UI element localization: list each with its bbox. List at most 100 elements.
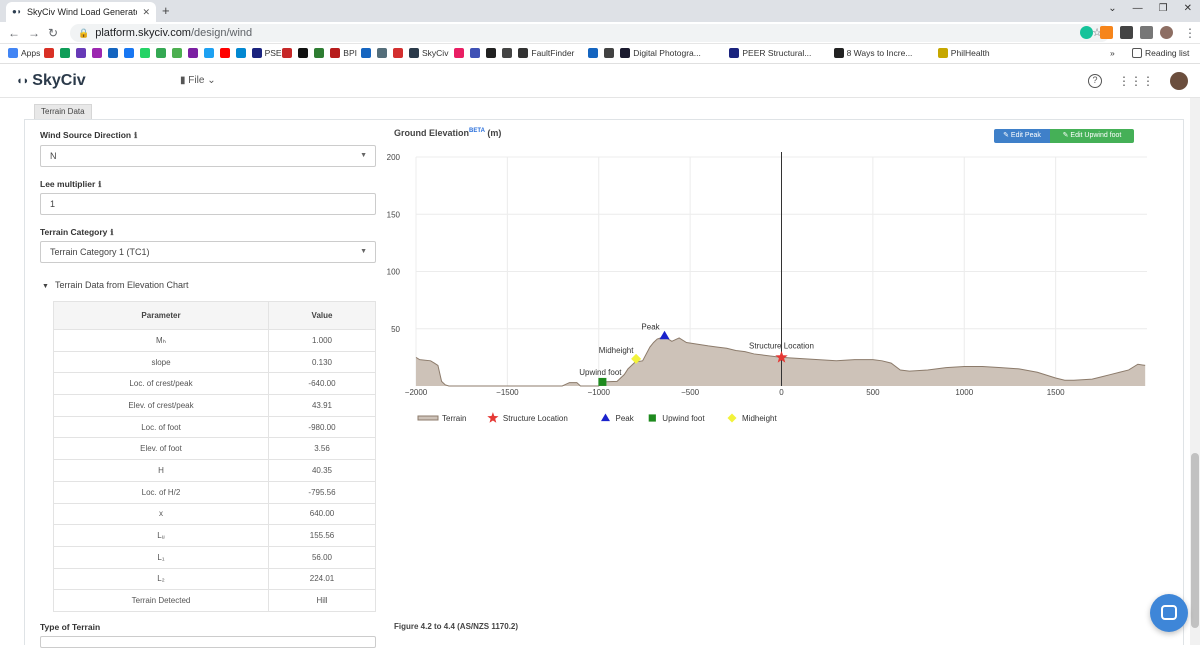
chart-title: Ground ElevationBETA (m) (394, 128, 501, 138)
bookmark-item[interactable] (235, 48, 246, 58)
terrain-data-section-toggle[interactable]: ▼ Terrain Data from Elevation Chart (42, 280, 189, 290)
forward-icon[interactable]: → (28, 26, 40, 40)
close-tab-icon[interactable]: ✕ (142, 6, 150, 17)
column-header-parameter: Parameter (53, 301, 269, 330)
bookmark-item[interactable] (470, 48, 481, 58)
bookmark-item[interactable] (361, 48, 371, 58)
bookmark-item[interactable]: Apps (8, 48, 40, 58)
back-icon[interactable]: ← (8, 26, 20, 40)
bookmark-label: BPI (343, 48, 357, 58)
type-of-terrain-select[interactable] (40, 636, 376, 648)
wind-source-direction-select[interactable]: N ▼ (40, 145, 376, 167)
parameter-cell: L₁ (53, 545, 269, 569)
bookmark-icon (729, 48, 740, 58)
info-icon[interactable]: ℹ (98, 180, 102, 189)
bookmark-item[interactable] (91, 48, 102, 58)
bookmark-item[interactable] (123, 48, 134, 58)
table-row: L₁ 56.00 (53, 545, 376, 569)
extension-icon[interactable] (1120, 26, 1133, 39)
apps-grid-icon[interactable]: ⋮⋮⋮ (1118, 74, 1154, 88)
bookmark-item[interactable] (282, 48, 293, 58)
bookmark-item[interactable]: FaultFinder (518, 48, 574, 58)
info-icon[interactable]: ℹ (134, 131, 138, 140)
edit-peak-button[interactable]: ✎ Edit Peak (994, 129, 1050, 143)
bookmark-item[interactable] (588, 48, 599, 58)
bookmark-item[interactable]: PhilHealth (937, 48, 990, 58)
bookmark-item[interactable] (171, 48, 182, 58)
bookmark-icon (361, 48, 371, 58)
minimize-icon[interactable]: — (1132, 3, 1143, 14)
puzzle-extensions-icon[interactable] (1140, 26, 1153, 39)
url-field[interactable]: 🔒 platform.skyciv.com/design/wind ☆ (70, 24, 1110, 42)
bookmark-item[interactable] (75, 48, 86, 58)
ground-elevation-chart[interactable]: 50 100 150 200 −2000 −1500 −1000 −500 0 500 1000 15… (380, 145, 1160, 435)
bookmark-item[interactable] (43, 48, 54, 58)
grammarly-extension-icon[interactable] (1080, 26, 1093, 39)
bookmark-item[interactable]: BPI (330, 48, 357, 58)
bookmark-item[interactable] (604, 48, 615, 58)
url-host: platform.skyciv.com (95, 27, 191, 39)
profile-icon[interactable] (1160, 26, 1173, 39)
info-icon[interactable]: ℹ (110, 228, 114, 237)
dropdown-caret-icon: ▼ (360, 152, 367, 159)
bookmark-item[interactable]: PSE (251, 48, 282, 58)
edit-foot-label: Edit Upwind foot (1070, 132, 1122, 139)
bookmark-item[interactable] (155, 48, 166, 58)
bookmark-item[interactable] (139, 48, 150, 58)
close-window-icon[interactable]: ✕ (1183, 3, 1192, 14)
parameter-cell: slope (53, 350, 269, 374)
bookmark-star-icon[interactable]: ☆ (1092, 27, 1102, 39)
x-tick-label: −500 (681, 388, 700, 397)
skyciv-logo[interactable]: ◖◗ SkyCiv (16, 72, 86, 90)
table-row: Loc. of foot -980.00 (53, 415, 376, 439)
metamask-extension-icon[interactable] (1100, 26, 1113, 39)
reading-list[interactable]: Reading list (1132, 48, 1189, 58)
tab-terrain-data[interactable]: Terrain Data (34, 104, 92, 119)
bookmark-item[interactable] (187, 48, 198, 58)
bookmark-item[interactable] (107, 48, 118, 58)
value-cell: 43.91 (268, 394, 376, 417)
bookmark-item[interactable] (314, 48, 325, 58)
bookmark-item[interactable] (502, 48, 513, 58)
bookmark-item[interactable]: PEER Structural... (729, 48, 811, 58)
table-row: Elev. of crest/peak 43.91 (53, 394, 376, 417)
value-cell: 224.01 (268, 567, 376, 591)
peak-marker (659, 330, 670, 340)
avatar[interactable] (1170, 72, 1188, 90)
terrain-category-select[interactable]: Terrain Category 1 (TC1) ▼ (40, 241, 376, 263)
help-icon[interactable]: ? (1088, 74, 1102, 88)
restore-icon[interactable]: ❐ (1158, 3, 1168, 14)
bookmark-item[interactable] (219, 48, 230, 58)
scrollbar-thumb[interactable] (1191, 453, 1199, 628)
chat-support-button[interactable] (1150, 594, 1188, 632)
bookmark-item[interactable]: 8 Ways to Incre... (833, 48, 912, 58)
browser-tab[interactable]: ●◗ SkyCiv Wind Load Generato ✕ (6, 2, 156, 22)
parameter-cell: Loc. of crest/peak (53, 372, 269, 396)
more-bookmarks[interactable]: » (1110, 48, 1115, 58)
marker-label: Midheight (599, 346, 634, 355)
terrain-area (416, 335, 1146, 386)
bookmark-item[interactable] (454, 48, 465, 58)
bookmark-icon (486, 48, 497, 58)
browser-menu-icon[interactable]: ⋮ (1184, 26, 1196, 40)
lee-multiplier-input[interactable]: 1 (40, 193, 376, 215)
bookmark-item[interactable] (486, 48, 497, 58)
bookmark-item[interactable] (377, 48, 387, 58)
reload-icon[interactable]: ↻ (48, 26, 59, 40)
tab-search-icon[interactable]: ⌄ (1108, 3, 1117, 14)
page-scrollbar[interactable] (1190, 98, 1200, 645)
x-tick-label: −1000 (588, 388, 611, 397)
bookmark-item[interactable] (393, 48, 403, 58)
bookmark-item[interactable]: Digital Photogra... (620, 48, 701, 58)
bookmark-icon (588, 48, 599, 58)
bookmark-item[interactable]: SkyCiv (409, 48, 448, 58)
bookmark-label: Digital Photogra... (633, 48, 701, 58)
edit-upwind-foot-button[interactable]: ✎ Edit Upwind foot (1050, 129, 1134, 143)
bookmark-icon (171, 48, 182, 58)
bookmark-item[interactable] (203, 48, 214, 58)
bookmark-label: FaultFinder (531, 48, 575, 58)
file-menu[interactable]: ▮ File ⌄ (180, 75, 216, 86)
bookmark-item[interactable] (59, 48, 70, 58)
new-tab-icon[interactable]: + (162, 3, 170, 18)
bookmark-item[interactable] (298, 48, 309, 58)
